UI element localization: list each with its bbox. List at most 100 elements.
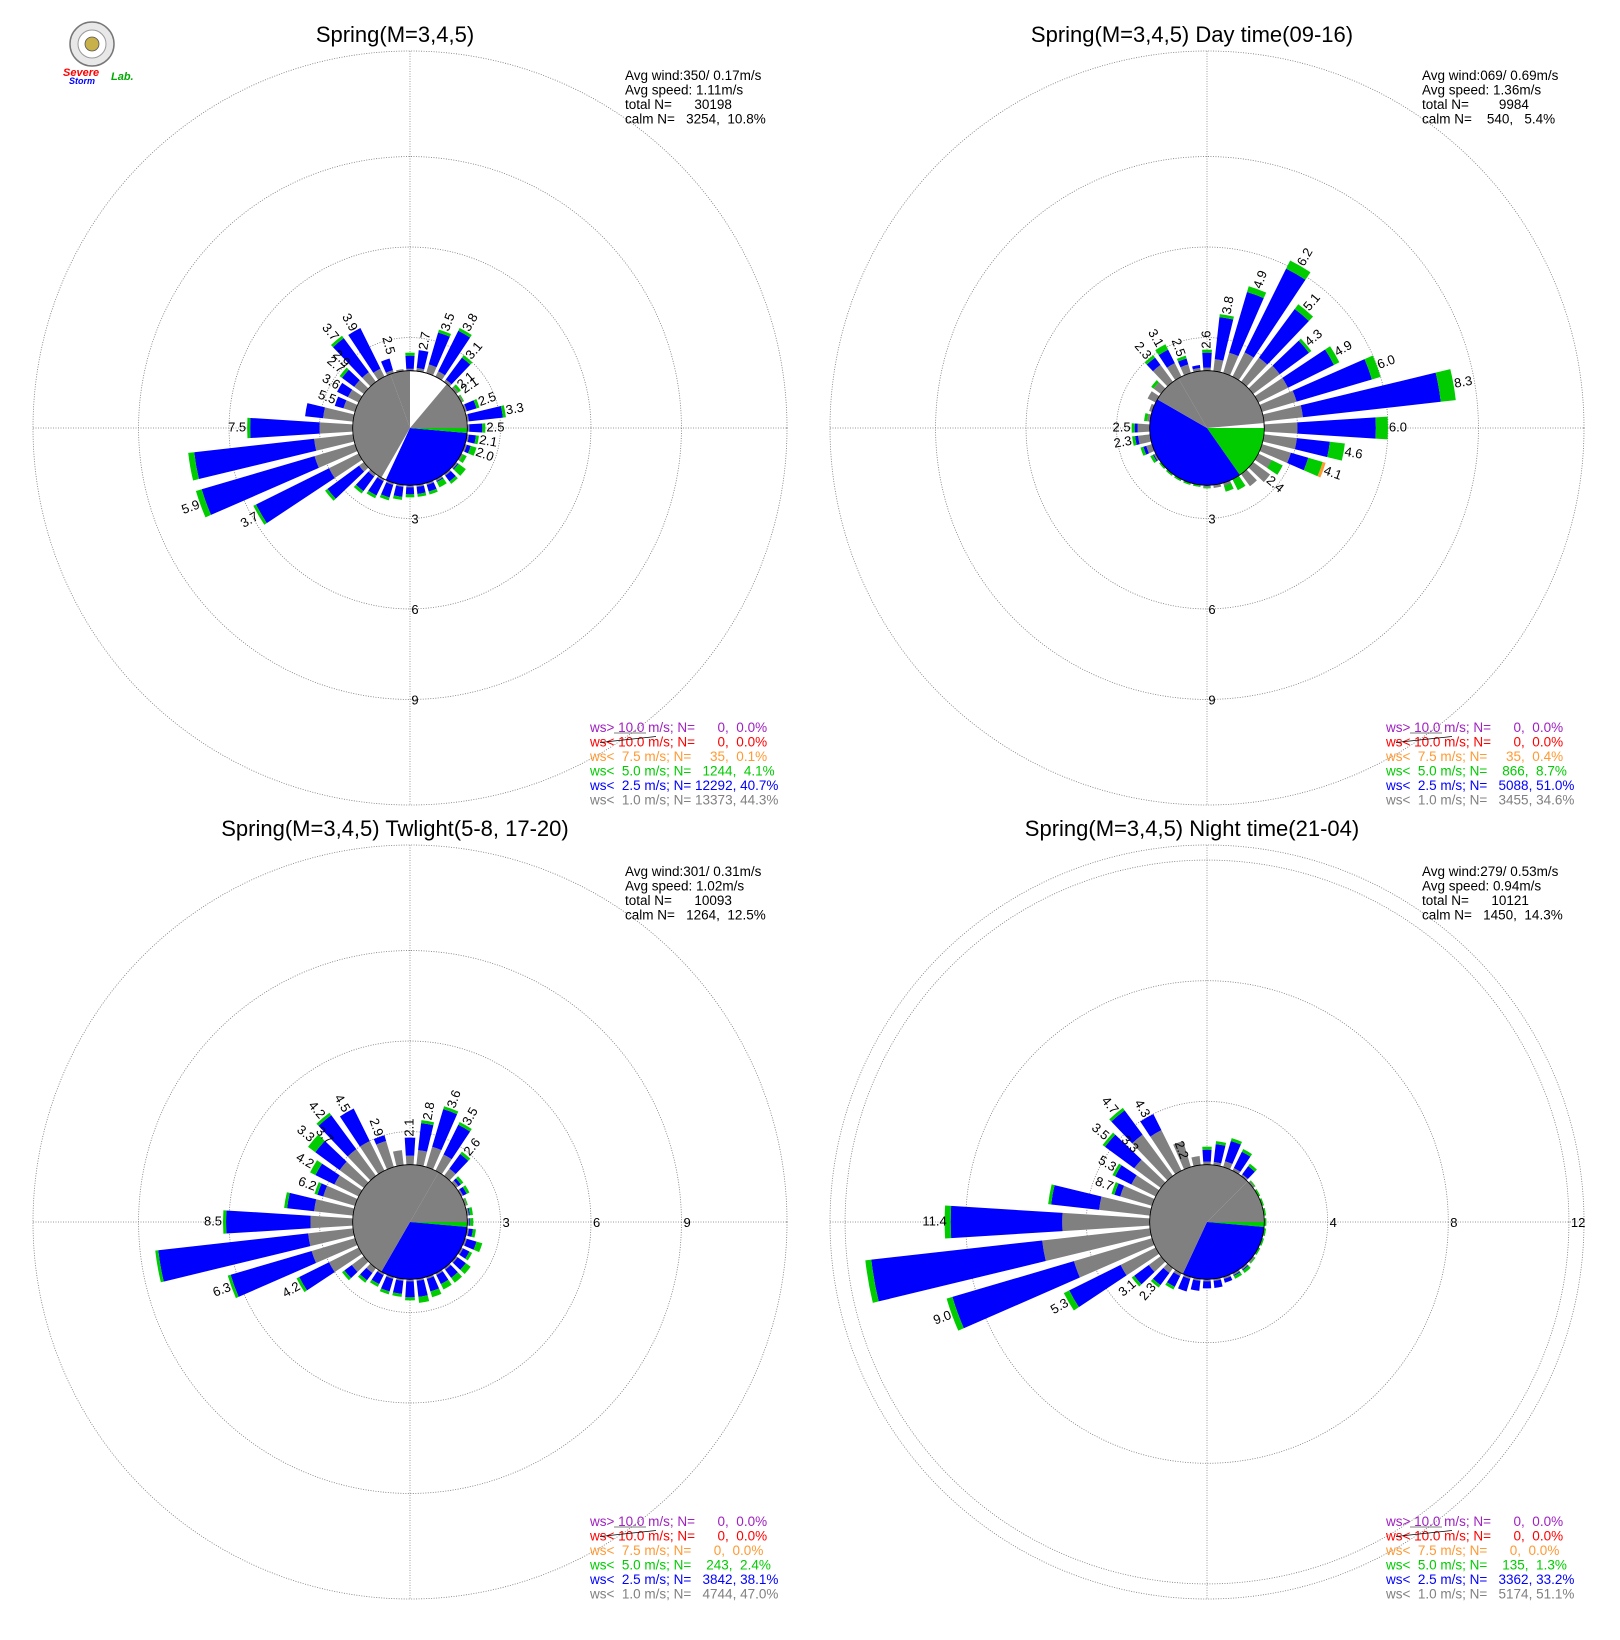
bar-segment-lt5 xyxy=(418,1295,430,1303)
bar-segment-lt5 xyxy=(353,484,364,494)
bar-segment-lt5 xyxy=(1286,260,1311,280)
stat-line: total N= 10121 xyxy=(1422,893,1529,908)
bar-segment-lt2_5 xyxy=(426,482,437,492)
bar-segment-lt5 xyxy=(284,1192,290,1209)
bar-segment-lt5 xyxy=(1303,457,1323,477)
bar-segment-lt2_5 xyxy=(438,330,471,376)
bar-segment-lt1 xyxy=(1232,352,1254,381)
bar-segment-lt1 xyxy=(347,389,363,403)
wind-rose-panel-4: 4 8 122.33.15.39.011.48.75.33.53.34.7 4.32.… xyxy=(829,816,1585,1602)
bar-segment-lt5 xyxy=(443,1106,459,1115)
bar-segment-lt2_5 xyxy=(226,1210,311,1234)
bar-segment-lt2_5 xyxy=(404,1137,416,1156)
stat-line: calm N= 1450, 14.3% xyxy=(1422,908,1563,923)
bar-segment-lt2_5 xyxy=(1224,1140,1241,1164)
bar-value-label: 2.1 xyxy=(401,1119,416,1137)
bar-segment-lt5 xyxy=(405,352,415,356)
bar-value-label: 2.2 xyxy=(1172,1139,1192,1161)
bar-segment-lt2_5 xyxy=(1114,1183,1125,1197)
bar-segment-lt1 xyxy=(319,422,353,434)
bar-value-label: 2.3 xyxy=(1113,433,1133,451)
bar-segment-lt2_5 xyxy=(1223,1276,1233,1283)
bar-segment-lt5 xyxy=(1131,1275,1142,1287)
range-ring xyxy=(1025,246,1389,610)
bar-segment-lt1 xyxy=(1148,1256,1166,1272)
bar-segment-lt1 xyxy=(465,434,469,442)
legend-entry: ws< 2.5 m/s; N= 3362, 33.2% xyxy=(1385,1572,1574,1587)
bar-segment-lt2_5 xyxy=(373,1135,387,1145)
bar-segment-lt5 xyxy=(455,1176,464,1185)
bar-segment-lt2_5 xyxy=(1190,1279,1201,1291)
bar-segment-lt1 xyxy=(426,1146,442,1170)
bar-segment-lt1 xyxy=(457,395,464,403)
bar-segment-lt5 xyxy=(405,1297,415,1301)
bar-segment-lt2_5 xyxy=(1152,1267,1170,1286)
bar-segment-lt5 xyxy=(195,489,212,518)
bar-segment-lt5 xyxy=(865,1259,879,1303)
bar-segment-lt5 xyxy=(369,1279,380,1287)
bar-segment-lt1 xyxy=(1232,1269,1240,1276)
range-ring-label: 3 xyxy=(502,1215,509,1230)
bar-segment-lt1 xyxy=(385,370,394,376)
bar-value-label: 8.5 xyxy=(204,1213,222,1228)
bar-segment-lt1 xyxy=(1232,1167,1241,1175)
bar-segment-lt2_5 xyxy=(392,1279,404,1294)
bar-segment-lt2_5 xyxy=(1166,1272,1181,1287)
bar-segment-lt2_5 xyxy=(416,1279,428,1297)
bar-segment-lt2_5 xyxy=(428,332,450,368)
bar-segment-lt2_5 xyxy=(416,485,426,494)
range-ring-label: 6 xyxy=(1208,602,1215,617)
bar-segment-lt2_5 xyxy=(1202,1149,1212,1162)
bar-value-label: 8.3 xyxy=(1453,373,1473,391)
bar-segment-lt2_5 xyxy=(348,328,381,373)
bar-segment-lt2_5 xyxy=(952,1261,1080,1329)
bar-segment-lt1 xyxy=(1193,1277,1201,1281)
bar-segment-lt5 xyxy=(1298,338,1312,353)
bar-segment-lt1 xyxy=(354,380,369,394)
bar-segment-lt1 xyxy=(1248,1256,1255,1263)
bar-segment-lt5 xyxy=(1327,441,1345,461)
bar-segment-lt2_5 xyxy=(436,477,444,483)
bar-segment-lt1 xyxy=(1120,1247,1160,1276)
bar-segment-lt2_5 xyxy=(1192,365,1201,370)
bar-segment-lt1 xyxy=(314,434,355,451)
bar-value-label: 2.9 xyxy=(366,1116,386,1138)
calm-segment xyxy=(1207,1181,1265,1222)
bar-segment-lt5 xyxy=(330,335,344,348)
bar-segment-lt1 xyxy=(467,1218,470,1226)
stat-line: Avg speed: 1.02m/s xyxy=(625,879,744,894)
bar-segment-lt1 xyxy=(426,1274,434,1279)
bar-segment-lt5 xyxy=(421,1120,435,1126)
bar-segment-lt5 xyxy=(1202,1146,1212,1150)
bar-segment-lt5 xyxy=(1249,1180,1256,1187)
calm-circle-outline xyxy=(352,1164,468,1280)
bar-segment-lt5 xyxy=(1219,314,1234,320)
stat-line: total N= 9984 xyxy=(1422,97,1529,112)
bar-segment-lt2_5 xyxy=(436,1271,449,1285)
bar-segment-lt2_5 xyxy=(1105,1134,1142,1169)
bar-segment-lt5 xyxy=(461,355,473,365)
bar-segment-lt2_5 xyxy=(256,468,335,524)
bar-segment-lt1 xyxy=(1134,1159,1166,1188)
bar-value-label: 2.6 xyxy=(1198,331,1213,349)
calm-segment xyxy=(390,370,410,428)
bar-value-label: 2.7 xyxy=(415,331,433,351)
bar-segment-lt2_5 xyxy=(426,1276,439,1292)
bar-segment-lt1 xyxy=(386,480,394,485)
bar-segment-lt5 xyxy=(1375,416,1388,440)
bar-segment-lt5 xyxy=(1267,460,1283,475)
bar-segment-lt2_5 xyxy=(464,444,471,454)
bar-value-label: 6.0 xyxy=(1375,352,1397,372)
bar-segment-lt2_5 xyxy=(1233,1151,1251,1172)
bar-segment-lt5 xyxy=(458,328,472,338)
bar-segment-lt2_5 xyxy=(467,434,476,444)
range-ring-label: 8 xyxy=(1450,1215,1457,1230)
bar-segment-lt5 xyxy=(1224,483,1234,492)
bar-segment-lt5 xyxy=(1132,436,1137,446)
bar-value-label: 2.5 xyxy=(1169,336,1189,358)
stat-line: calm N= 1264, 12.5% xyxy=(625,908,766,923)
logo-text-lab: Lab. xyxy=(111,71,134,83)
bar-segment-lt2_5 xyxy=(1178,1276,1191,1292)
bar-segment-lt5 xyxy=(468,445,477,456)
legend-entry: ws< 7.5 m/s; N= 35, 0.4% xyxy=(1385,749,1563,764)
